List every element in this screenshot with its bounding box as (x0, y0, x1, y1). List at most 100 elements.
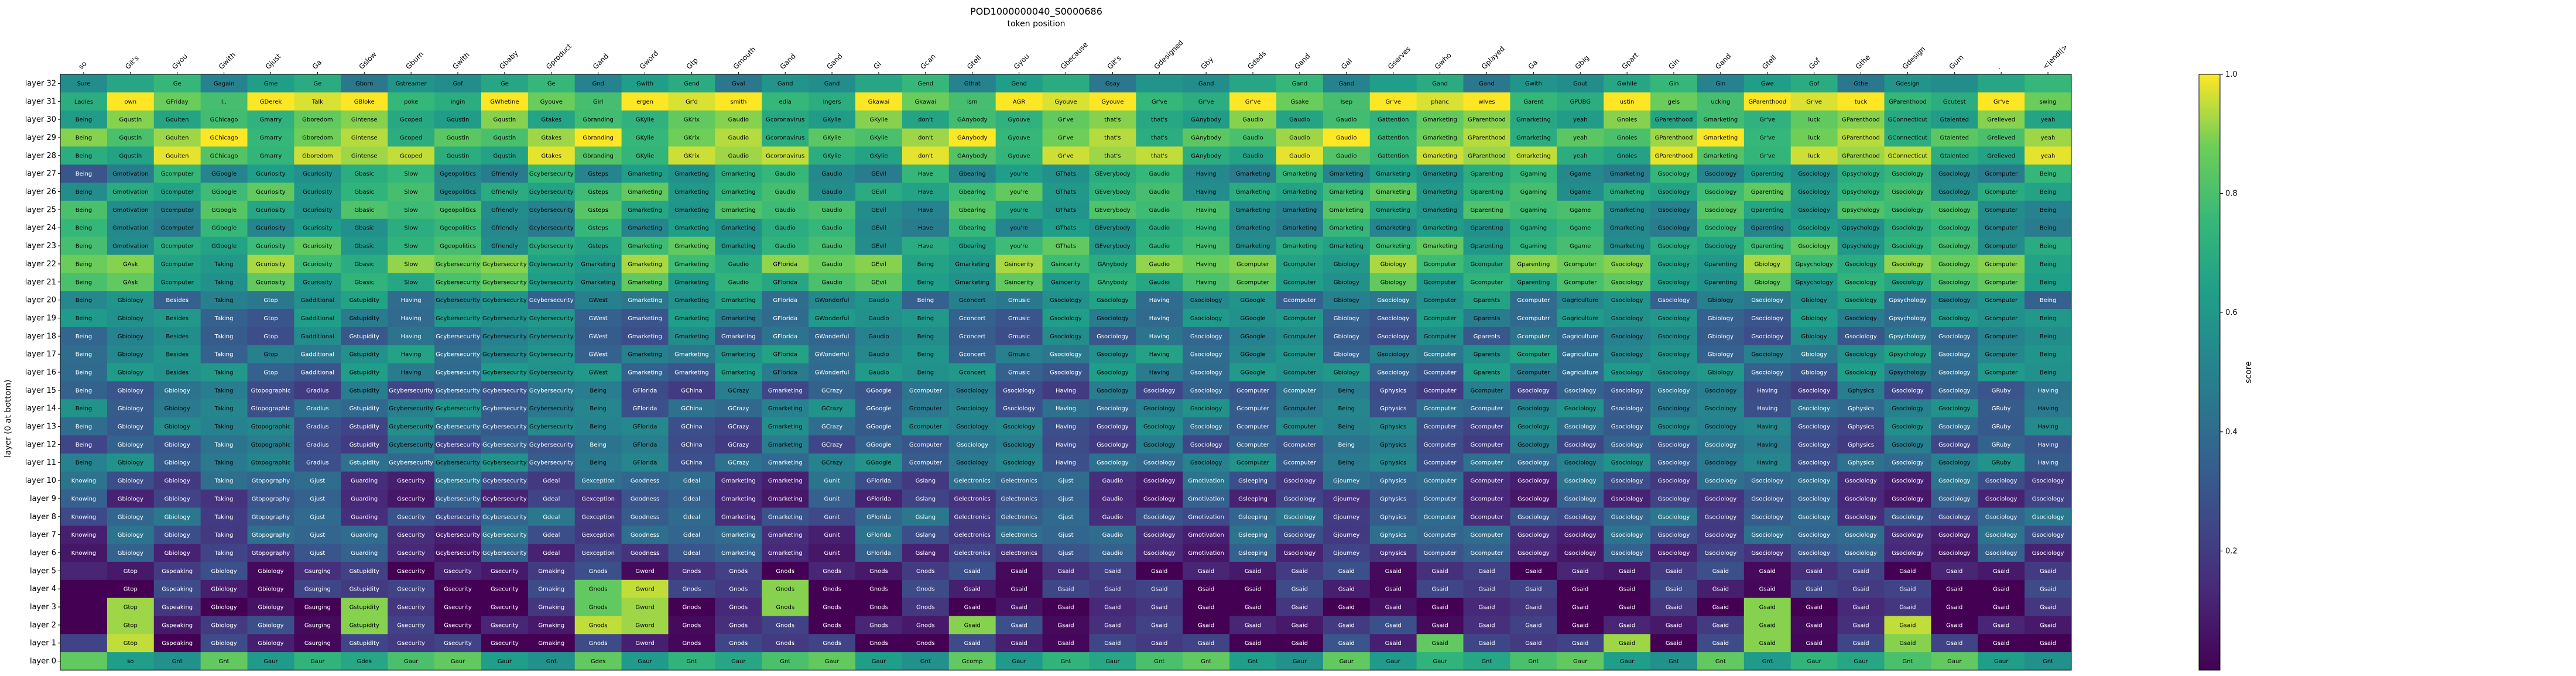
heatmap-cell (855, 164, 903, 183)
cell-label: Gmarketing (628, 243, 662, 250)
heatmap-cell (388, 255, 435, 273)
heatmap-cell (948, 363, 996, 382)
cell-label: Gsaid (1759, 586, 1776, 593)
cell-label: Taking (214, 297, 234, 304)
cell-label: Gsociology (1845, 514, 1877, 520)
cell-label: Gbiology (1334, 352, 1359, 358)
cell-label: Gsecurity (397, 640, 425, 647)
cell-label: Gsaid (2040, 622, 2056, 629)
cell-label: Gaudio (1149, 261, 1170, 267)
heatmap-cell (200, 273, 248, 291)
heatmap-cell (1510, 110, 1557, 129)
cell-label: Having (1056, 387, 1076, 394)
cell-label: Gbiology (118, 532, 143, 538)
cell-label: Gtopographic (251, 424, 291, 430)
cell-label: Gbranding (583, 117, 614, 123)
heatmap-cell (902, 255, 950, 273)
cell-label: Gsaid (1011, 622, 1027, 629)
cell-label: Gslang (916, 514, 936, 520)
cell-label: Gsleeping (1238, 478, 1268, 485)
heatmap-cell (527, 327, 576, 346)
cell-label: Gaudio (775, 171, 795, 177)
cell-label: Slow (404, 189, 417, 195)
cell-label: Gcomputer (1236, 387, 1270, 394)
cell-label: Gsociology (1377, 315, 1409, 322)
heatmap-cell (1650, 327, 1698, 346)
heatmap-cell (715, 164, 762, 183)
y-tick-label: layer 3 (30, 603, 56, 612)
heatmap-cell (1884, 218, 1931, 238)
cell-label: GWest (588, 352, 607, 358)
cell-label: GThats (1056, 189, 1076, 195)
cell-label: Gsaid (964, 622, 981, 629)
heatmap-cell (294, 309, 341, 328)
heatmap-cell (294, 345, 341, 364)
heatmap-cell (1369, 128, 1417, 147)
cell-label: Gsaid (1338, 640, 1355, 647)
heatmap-cell (107, 110, 155, 129)
cell-label: Gaudio (821, 189, 842, 195)
cell-label: Gcuriosity (256, 243, 286, 250)
cell-label: Gelectronics (1001, 532, 1037, 538)
cell-label: Gand (1292, 81, 1308, 87)
cell-label: Ggaming (1520, 225, 1547, 232)
cell-label: Gbiology (258, 568, 283, 575)
cell-label: GWonderful (815, 315, 849, 322)
cell-label: Gtakes (541, 135, 561, 141)
cell-label: Gsociology (1798, 424, 1830, 430)
cell-label: Gcomputer (1236, 406, 1270, 412)
cell-label: Gcybersecurity (482, 496, 527, 502)
cell-label: Gsociology (1705, 171, 1737, 177)
heatmap-cell (902, 327, 950, 346)
heatmap-cell (1463, 309, 1510, 328)
heatmap-cell (153, 74, 201, 93)
heatmap-cell (388, 183, 435, 201)
heatmap-cell (1276, 92, 1324, 111)
heatmap-cell (1229, 255, 1277, 273)
heatmap-cell (1510, 255, 1557, 273)
cell-label: Gcomputer (1283, 424, 1317, 430)
cell-label: Gsecurity (397, 568, 425, 575)
cell-label: Gbiology (165, 478, 190, 485)
cell-label: Gmarry (260, 135, 282, 141)
cell-label: Gcybersecurity (436, 532, 480, 538)
cell-label: Gmotivation (112, 243, 149, 250)
heatmap-cell (1743, 110, 1791, 129)
heatmap-cell (527, 363, 576, 382)
cell-label: Gyouve (1008, 117, 1030, 123)
cell-label: Ge (501, 81, 509, 87)
cell-label: Gbasic (354, 225, 374, 232)
heatmap-cell (762, 218, 809, 238)
heatmap-cell (200, 291, 248, 310)
cell-label: Gsaid (1104, 605, 1121, 611)
heatmap-cell (715, 291, 762, 310)
heatmap-cell (995, 92, 1043, 111)
cell-label: Gsociology (1751, 352, 1783, 358)
heatmap-cell (1510, 218, 1557, 238)
cell-label: GThats (1056, 171, 1076, 177)
x-tick-label: Gyou (1012, 52, 1031, 71)
heatmap-cell (1978, 255, 2025, 273)
heatmap-cell (1978, 327, 2025, 346)
heatmap-cell (107, 381, 155, 400)
cell-label: Gparenting (1470, 243, 1503, 250)
cell-label: Gjust (1059, 514, 1074, 520)
cell-label: Gmusic (1008, 297, 1030, 304)
cell-label: Gsociology (1845, 352, 1877, 358)
cell-label: Gphysics (1848, 424, 1874, 430)
heatmap-cell (1557, 309, 1604, 328)
heatmap-cell (1042, 291, 1090, 310)
cell-label: Gthe (1854, 81, 1868, 87)
heatmap-cell (1604, 309, 1651, 328)
y-tick-label: layer 17 (25, 350, 56, 359)
cell-label: Gexception (581, 514, 615, 520)
cell-label: Gsaid (1806, 605, 1823, 611)
cell-label: Gaur (1854, 658, 1868, 665)
cell-label: Gtopography (252, 550, 290, 557)
cell-label: Gcybersecurity (529, 387, 574, 394)
cell-label: Gcybersecurity (389, 387, 433, 394)
cell-label: Gnt (780, 658, 790, 665)
cell-label: Gsociology (1845, 496, 1877, 502)
cell-label: Gsaid (1011, 640, 1027, 647)
